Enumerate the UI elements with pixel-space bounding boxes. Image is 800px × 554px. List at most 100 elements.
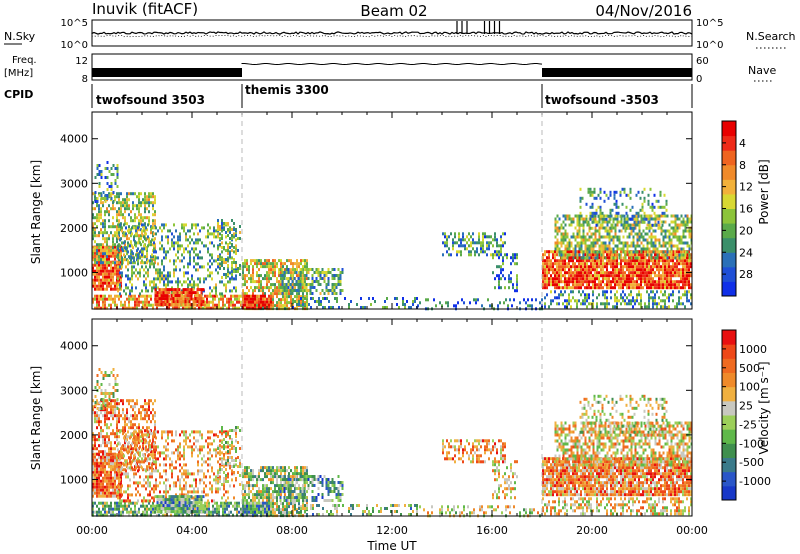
power-cell — [110, 188, 113, 191]
power-cell — [476, 250, 478, 254]
power-cell — [508, 274, 510, 278]
power-cell — [680, 296, 682, 300]
power-cell — [306, 304, 308, 308]
power-cell — [110, 260, 112, 264]
power-cell — [638, 265, 640, 269]
power-cell — [642, 247, 645, 251]
power-cell — [290, 301, 292, 305]
power-cell — [165, 286, 167, 290]
power-cell — [148, 192, 150, 196]
power-cell — [237, 249, 239, 252]
power-cell — [117, 277, 119, 281]
power-cell — [686, 290, 688, 294]
power-cell — [548, 256, 550, 260]
power-cell — [579, 199, 582, 203]
power-cell — [633, 226, 636, 230]
power-cell — [599, 190, 602, 194]
power-cell — [188, 297, 191, 301]
power-cell — [500, 250, 502, 254]
power-cell — [648, 217, 651, 221]
power-cell — [98, 213, 100, 217]
power-cell — [147, 268, 149, 272]
velocity-cell — [112, 452, 114, 456]
power-cell — [240, 294, 242, 298]
power-cell — [594, 241, 597, 245]
power-cell — [233, 261, 235, 264]
power-cell — [100, 287, 102, 291]
power-cell — [554, 223, 557, 227]
power-cell — [185, 232, 187, 236]
power-cell — [620, 302, 622, 306]
power-cell — [309, 292, 312, 295]
power-cell — [576, 229, 579, 233]
power-cell — [205, 277, 207, 281]
power-cell — [676, 286, 678, 290]
power-cell — [183, 274, 185, 278]
power-cell — [589, 214, 592, 218]
power-cell — [684, 280, 686, 284]
power-cell — [596, 305, 598, 309]
power-cell — [324, 297, 326, 300]
power-cell — [496, 253, 498, 257]
velocity-cell — [108, 453, 110, 457]
power-cell — [302, 274, 304, 278]
power-cell — [568, 262, 570, 266]
power-cell — [315, 280, 318, 283]
power-cell — [603, 217, 606, 221]
power-cell — [302, 298, 304, 302]
power-cell — [292, 304, 294, 308]
power-cell — [252, 265, 254, 269]
power-cell — [604, 265, 606, 269]
power-cell — [670, 277, 672, 281]
power-cell — [588, 250, 591, 254]
power-cell — [335, 274, 338, 277]
power-cell — [291, 292, 294, 295]
power-cell — [660, 290, 662, 294]
power-cell — [98, 216, 100, 220]
power-cell — [548, 280, 550, 284]
power-cell — [582, 271, 584, 275]
power-cell — [203, 280, 205, 284]
power-cell — [171, 241, 173, 245]
power-cell — [179, 232, 181, 236]
power-cell — [472, 247, 474, 251]
power-cell — [232, 306, 234, 310]
velocity-cell — [100, 485, 102, 489]
power-cell — [595, 208, 598, 212]
power-cell — [590, 280, 592, 284]
power-cell — [100, 249, 102, 253]
power-cell — [608, 277, 610, 281]
power-cell — [134, 216, 136, 220]
power-cell — [137, 241, 139, 245]
velocity-cell — [114, 494, 116, 498]
power-cell — [108, 246, 110, 250]
power-cell — [244, 262, 246, 266]
power-cell — [116, 192, 118, 196]
power-cell — [564, 232, 567, 236]
power-cell — [158, 294, 161, 298]
power-cell — [578, 250, 580, 254]
velocity-cell — [118, 482, 120, 486]
power-cell — [478, 238, 480, 242]
power-cell — [486, 241, 488, 245]
power-cell — [580, 244, 583, 248]
power-cell — [135, 253, 137, 257]
power-cell — [188, 291, 191, 295]
power-cell — [339, 283, 342, 286]
power-cell — [576, 250, 578, 254]
power-cell — [290, 271, 292, 275]
power-cell — [264, 262, 266, 266]
power-cell — [584, 271, 586, 275]
power-cell — [108, 185, 111, 188]
power-cell — [100, 297, 102, 301]
power-cell — [656, 274, 658, 278]
power-cell — [132, 261, 134, 265]
power-cell — [193, 241, 195, 245]
velocity-cell — [106, 411, 108, 415]
power-cell — [306, 295, 308, 299]
power-cell — [110, 297, 112, 301]
power-cell — [151, 226, 153, 230]
power-cell — [258, 277, 260, 281]
power-cell — [281, 286, 284, 289]
